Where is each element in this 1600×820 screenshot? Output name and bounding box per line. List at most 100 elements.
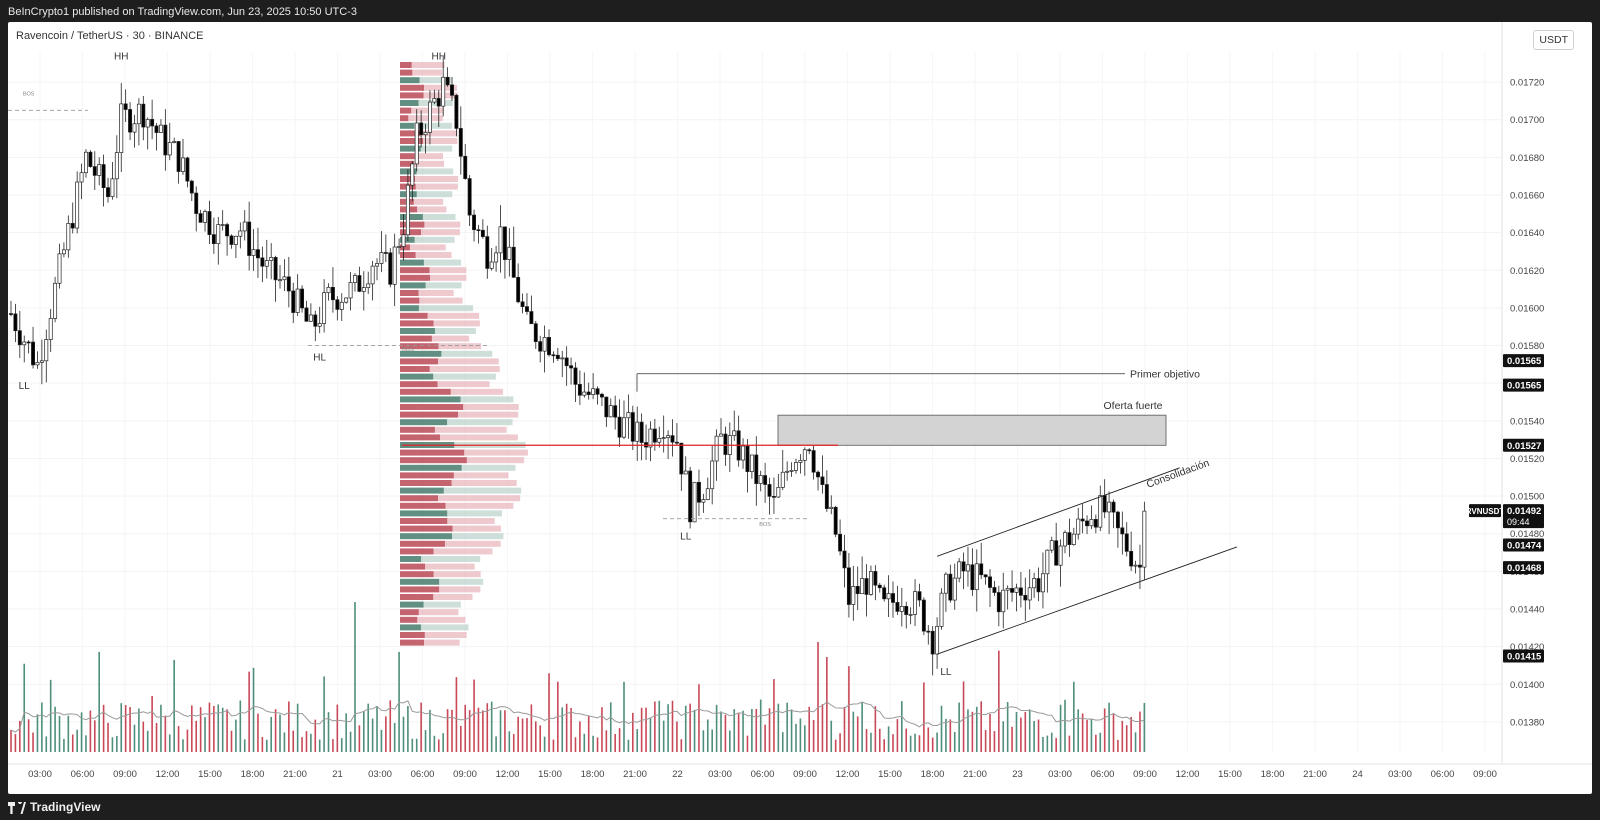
volume-bar	[349, 731, 352, 752]
volume-bar	[27, 719, 30, 752]
candle-body	[921, 599, 926, 632]
footer: TradingView	[0, 794, 1600, 820]
profile-bar-sell	[430, 274, 467, 281]
candle-body	[35, 361, 40, 366]
volume-bar	[23, 663, 26, 752]
profile-bar-sell	[444, 540, 501, 547]
currency-button[interactable]: USDT	[1533, 30, 1574, 50]
profile-bar-sell	[441, 350, 493, 357]
volume-bar	[1015, 711, 1018, 752]
volume-bar	[962, 681, 965, 752]
volume-bar	[971, 711, 974, 752]
candle-body	[242, 221, 247, 232]
volume-bar	[76, 729, 78, 752]
profile-bar-sell	[447, 518, 495, 524]
volume-bar	[1117, 739, 1119, 752]
candle-body	[322, 292, 327, 324]
candle-body	[961, 561, 966, 572]
profile-bar-buy	[400, 252, 416, 258]
volume-bar	[464, 704, 467, 752]
volume-bar	[733, 709, 736, 752]
candle-body	[560, 357, 565, 360]
time-tick-label: 09:00	[453, 769, 477, 780]
candles	[9, 56, 1147, 676]
volume-bar	[680, 739, 683, 752]
volume-bar	[1108, 702, 1110, 752]
profile-bar-sell	[433, 571, 481, 578]
volume-bar	[146, 730, 149, 752]
last-price: 0.01492	[1507, 506, 1541, 517]
candle-body	[220, 224, 225, 226]
profile-bar-sell	[408, 115, 443, 122]
profile-bar-buy	[400, 518, 448, 524]
candle-body	[873, 571, 878, 586]
time-tick-label: 09:00	[1473, 769, 1497, 780]
volume-bar	[1042, 736, 1044, 752]
tradingview-logo[interactable]: TradingView	[8, 794, 100, 820]
candle-body	[445, 76, 450, 86]
candle-body	[639, 421, 644, 443]
candle-body	[414, 122, 419, 165]
candle-body	[26, 341, 31, 344]
time-tick-label: 18:00	[241, 769, 265, 780]
candle-body	[745, 445, 750, 472]
candle-body	[273, 257, 278, 281]
candle-body	[1111, 501, 1116, 513]
candle-body	[670, 435, 675, 443]
volume-bar	[433, 735, 436, 752]
volume-bar	[530, 704, 533, 752]
volume-bar	[380, 729, 383, 752]
candle-body	[811, 450, 816, 473]
volume-bar	[305, 731, 308, 752]
time-axis[interactable]: 03:00 06:00 09:00 12:00 15:00 18:00 21:00 21 03:…	[8, 763, 1592, 780]
candle-body	[992, 587, 997, 593]
volume-bar	[1086, 720, 1088, 752]
candle-body	[1067, 532, 1072, 545]
candle-body	[348, 282, 353, 299]
candle-body	[979, 563, 984, 576]
volume-bar	[715, 704, 718, 752]
time-tick-label: 15:00	[878, 769, 902, 780]
profile-bar-sell	[443, 487, 522, 494]
profile-bar-sell	[433, 320, 480, 327]
candlestick-chart[interactable]: Oferta fuerte Primer objetivo Consolidació…	[8, 22, 1592, 794]
profile-bar-buy	[400, 571, 434, 578]
time-tick-label: 06:00	[1091, 769, 1115, 780]
volume-bar	[768, 708, 771, 752]
profile-bar-buy	[400, 388, 451, 395]
volume-bar	[389, 700, 392, 752]
volume-bar	[393, 722, 396, 752]
profile-bar-sell	[414, 122, 453, 129]
volume-bar	[689, 703, 691, 752]
candle-body	[683, 470, 688, 475]
volume-bar	[186, 729, 189, 752]
time-tick-label: 18:00	[1261, 769, 1285, 780]
volume-bar	[931, 737, 934, 752]
profile-bar-buy	[400, 145, 421, 152]
volume-bar	[63, 738, 65, 752]
target-label: Primer objetivo	[1130, 368, 1200, 380]
candle-body	[913, 591, 918, 615]
candle-body	[75, 181, 80, 229]
candle-body	[1049, 540, 1054, 551]
profile-bar-buy	[400, 77, 420, 84]
profile-bar-buy	[400, 366, 430, 372]
profile-bar-buy	[400, 556, 422, 562]
chart-panel[interactable]: Oferta fuerte Primer objetivo Consolidació…	[8, 22, 1592, 794]
profile-bar-sell	[461, 464, 516, 471]
volume-bar	[1090, 719, 1093, 752]
candle-body	[930, 630, 935, 655]
candle-body	[666, 435, 671, 438]
candle-body	[785, 470, 790, 473]
candle-body	[802, 449, 807, 461]
candle-body	[132, 123, 137, 133]
price-badge	[1503, 561, 1544, 575]
candle-body	[397, 246, 402, 248]
candle-body	[851, 585, 856, 605]
profile-bar-sell	[413, 198, 444, 205]
volume-bar	[415, 738, 418, 752]
volume-bar	[226, 709, 228, 752]
profile-bar-buy	[400, 138, 424, 144]
volume-bar	[1046, 735, 1049, 752]
volume-bar	[98, 651, 100, 752]
